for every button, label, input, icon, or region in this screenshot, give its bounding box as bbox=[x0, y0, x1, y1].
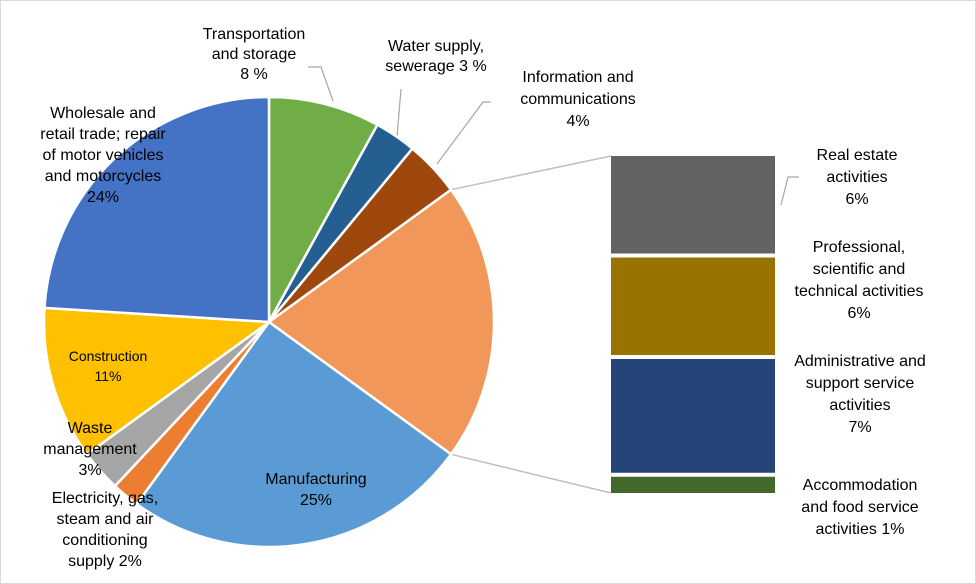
data-label-real-estate-activities: Real estate activities 6% bbox=[817, 147, 898, 208]
leader-line-transportation-and-storage bbox=[308, 66, 334, 102]
pie-slice-wholesale-and-retail-trade-repair-of-motor-vehicles-and-motorcycles bbox=[43, 95, 271, 324]
bar-segment-real-estate-activities bbox=[611, 156, 775, 254]
pie-slice-construction bbox=[42, 306, 271, 456]
data-label-transportation-and-storage: Transportation and storage 8 % bbox=[203, 26, 306, 83]
data-label-manufacturing: Manufacturing 25% bbox=[265, 471, 366, 509]
series-line-bottom bbox=[450, 453, 612, 494]
data-label-professional-scientific-and-technical-activities: Professional, scientific and technical act… bbox=[795, 239, 924, 322]
data-label-wholesale-and-retail-trade-repair-of-motor-vehicles-and-motorcycles: Wholesale and retail trade; repair of moto… bbox=[40, 105, 166, 206]
leader-lines bbox=[308, 66, 799, 494]
data-label-waste-management: Waste management 3% bbox=[43, 420, 137, 479]
pie-slice-manufacturing bbox=[135, 320, 453, 549]
leader-line-real-estate bbox=[780, 176, 799, 206]
data-label-administrative-and-support-service-activities: Administrative and support service activit… bbox=[794, 353, 926, 436]
pie bbox=[42, 95, 496, 549]
data-label-electricity-gas-steam-and-air-conditioning-supply: Electricity, gas, steam and air conditioni… bbox=[52, 490, 158, 570]
data-label-accommodation-and-food-service-activities: Accommodation and food service activities … bbox=[801, 477, 919, 538]
leader-line-information-and-communications bbox=[436, 101, 491, 165]
data-labels: Transportation and storage 8 % Water supply… bbox=[40, 26, 926, 570]
bar-segment-accommodation-and-food-service-activities bbox=[611, 476, 775, 493]
bar-segment-administrative-and-support-service-activities bbox=[611, 359, 775, 473]
data-label-construction: Construction 11% bbox=[69, 348, 148, 384]
leader-line-water-supply-sewerage bbox=[396, 88, 402, 138]
bar-segment-professional-scientific-and-technical-activities bbox=[611, 257, 775, 355]
breakout-bar bbox=[611, 156, 775, 493]
pie-slice-transportation-and-storage bbox=[267, 95, 379, 324]
series-line-top bbox=[450, 155, 612, 191]
data-label-water-supply-sewerage: Water supply, sewerage 3 % bbox=[385, 38, 486, 75]
pie-slice-other-services-broken-out bbox=[267, 188, 496, 456]
data-label-information-and-communications: Information and communications 4% bbox=[520, 69, 636, 130]
